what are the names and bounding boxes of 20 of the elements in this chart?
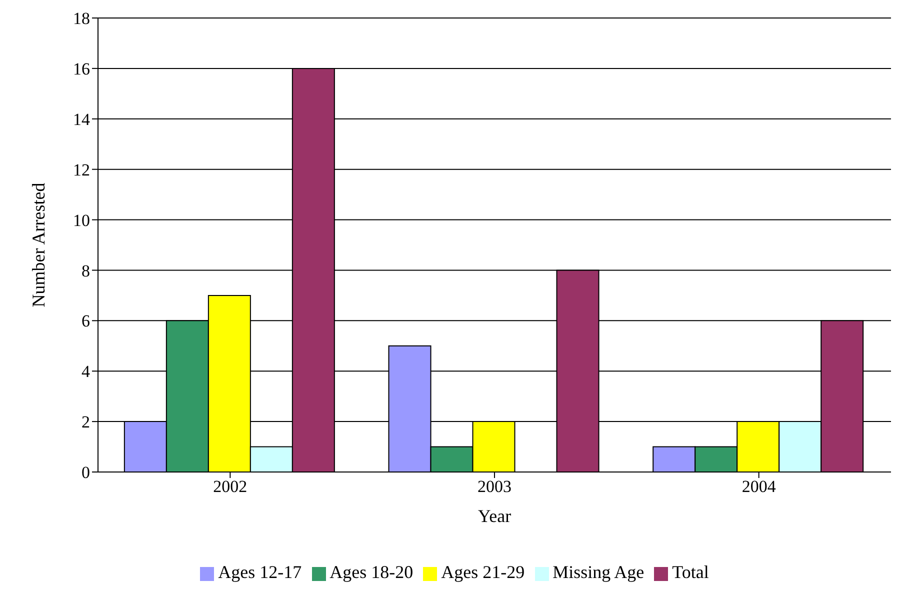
legend-label: Ages 18-20	[330, 562, 414, 582]
y-tick-label: 2	[82, 412, 90, 432]
x-axis-title: Year	[478, 506, 512, 526]
y-tick-label: 10	[73, 210, 90, 230]
legend-label: Total	[672, 562, 709, 582]
y-tick-label: 0	[82, 463, 90, 482]
y-tick-label: 18	[73, 9, 90, 28]
y-tick-label: 14	[73, 110, 90, 129]
y-axis-title: Number Arrested	[28, 182, 48, 308]
y-tick-label: 4	[82, 362, 90, 382]
y-tick-label: 12	[73, 160, 90, 180]
legend-label: Ages 21-29	[441, 562, 525, 582]
x-tick-label: 2003	[478, 477, 512, 496]
x-tick-label: 2002	[213, 477, 248, 496]
y-tick-label: 6	[82, 312, 90, 331]
x-tick-label: 2004	[742, 477, 776, 496]
legend-label: Ages 12-17	[218, 562, 302, 582]
legend-label: Missing Age	[552, 562, 644, 582]
y-tick-label: 16	[73, 59, 90, 78]
y-tick-label: 8	[82, 261, 90, 280]
